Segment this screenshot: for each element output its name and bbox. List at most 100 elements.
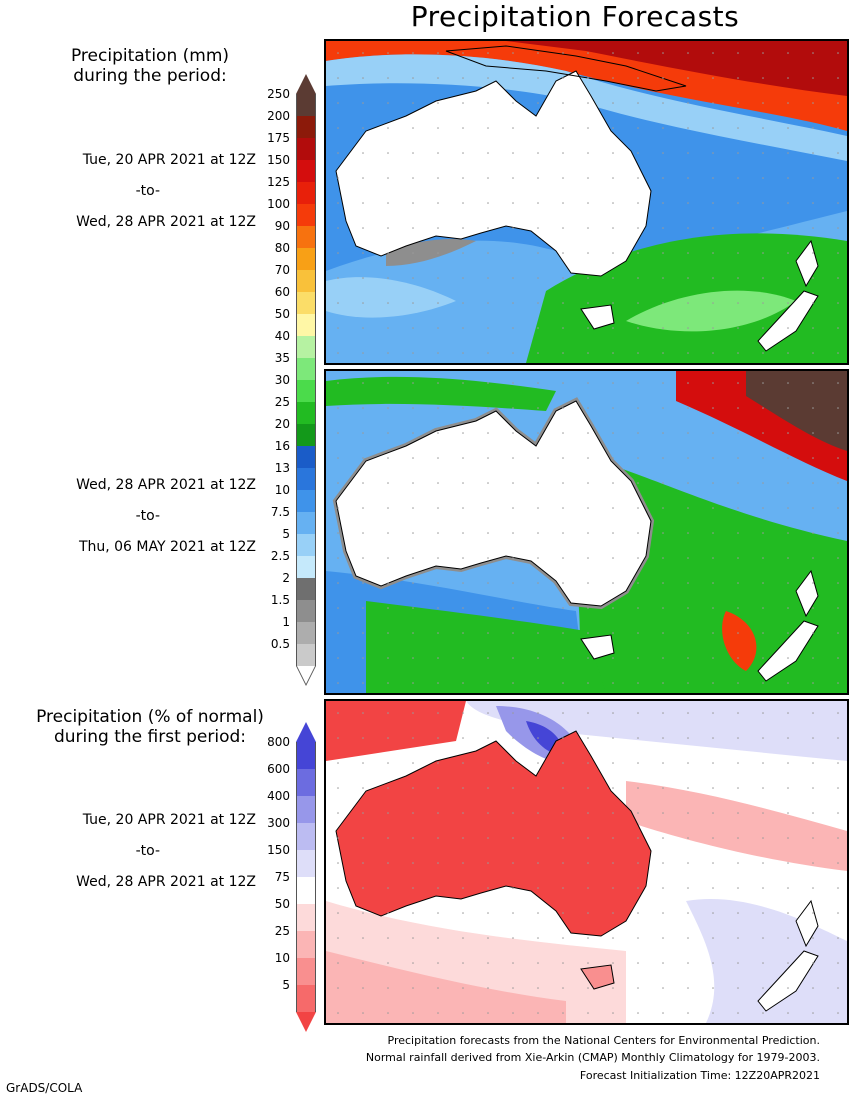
mm-colorbar-swatch <box>296 160 316 182</box>
mm-colorbar-label: 2 <box>282 571 290 585</box>
mm-colorbar-swatch <box>296 534 316 556</box>
mm-colorbar-label: 13 <box>274 461 290 475</box>
pct-colorbar-label: 10 <box>274 951 290 965</box>
pct-colorbar-label: 150 <box>267 843 290 857</box>
map-period2 <box>326 371 847 693</box>
mm-colorbar-swatch <box>296 292 316 314</box>
pct-legend-title-line2: during the first period: <box>53 727 247 747</box>
grid-dots <box>326 371 847 693</box>
mm-colorbar-label: 1 <box>282 615 290 629</box>
mm-colorbar-label: 7.5 <box>270 505 290 519</box>
pct-colorbar-swatch <box>296 877 316 904</box>
mm-colorbar-label: 125 <box>267 175 290 189</box>
mm-colorbar-label: 100 <box>267 197 290 211</box>
mm-colorbar-swatch <box>296 204 316 226</box>
mm-colorbar-swatch <box>296 490 316 512</box>
pct-colorbar-top-arrow <box>296 722 316 742</box>
mm-colorbar-label: 5 <box>282 527 290 541</box>
credit-label: GrADS/COLA <box>6 1081 83 1095</box>
period1-to: -to- <box>135 183 160 199</box>
pct-colorbar-label: 75 <box>274 870 290 884</box>
mm-colorbar-label: 70 <box>274 263 290 277</box>
period3-text: Tue, 20 APR 2021 at 12Z -to- Wed, 28 APR… <box>0 813 256 889</box>
mm-colorbar-label: 1.5 <box>270 593 290 607</box>
period2-to: -to- <box>135 508 160 524</box>
pct-colorbar-label: 25 <box>274 924 290 938</box>
period2-text: Wed, 28 APR 2021 at 12Z -to- Thu, 06 MAY… <box>0 478 256 554</box>
map-panel-percent-normal <box>324 699 849 1025</box>
mm-colorbar-label: 250 <box>267 87 290 101</box>
map-panel-period2 <box>324 369 849 695</box>
pct-colorbar-label: 50 <box>274 897 290 911</box>
mm-colorbar-label: 150 <box>267 153 290 167</box>
mm-colorbar-label: 2.5 <box>270 549 290 563</box>
mm-legend-title: Precipitation (mm) during the period: <box>40 46 260 86</box>
pct-colorbar-swatch <box>296 850 316 877</box>
mm-colorbar-swatch <box>296 314 316 336</box>
mm-colorbar-swatch <box>296 226 316 248</box>
grid-dots <box>326 701 847 1023</box>
mm-colorbar-swatch <box>296 556 316 578</box>
page-title: Precipitation Forecasts <box>410 0 740 33</box>
mm-colorbar-swatch <box>296 380 316 402</box>
pct-colorbar-swatch <box>296 985 316 1012</box>
mm-colorbar-label: 60 <box>274 285 290 299</box>
period2-start: Wed, 28 APR 2021 at 12Z <box>76 477 256 493</box>
mm-legend-title-line2: during the period: <box>73 66 227 86</box>
mm-colorbar-swatch <box>296 248 316 270</box>
mm-colorbar-swatch <box>296 446 316 468</box>
mm-colorbar-swatch <box>296 402 316 424</box>
period3-to: -to- <box>135 843 160 859</box>
mm-colorbar-swatch <box>296 270 316 292</box>
mm-colorbar-swatch <box>296 578 316 600</box>
period3-start: Tue, 20 APR 2021 at 12Z <box>82 812 256 828</box>
period1-end: Wed, 28 APR 2021 at 12Z <box>76 214 256 230</box>
mm-colorbar-label: 25 <box>274 395 290 409</box>
mm-colorbar-label: 50 <box>274 307 290 321</box>
pct-colorbar-bottom-arrow <box>296 1012 316 1032</box>
pct-colorbar-swatch <box>296 769 316 796</box>
mm-colorbar-swatch <box>296 358 316 380</box>
footer-line3: Forecast Initialization Time: 12Z20APR20… <box>579 1069 820 1082</box>
mm-colorbar-swatch <box>296 182 316 204</box>
mm-colorbar-swatch <box>296 138 316 160</box>
mm-colorbar-swatch <box>296 600 316 622</box>
pct-colorbar-swatch <box>296 931 316 958</box>
period2-end: Thu, 06 MAY 2021 at 12Z <box>78 539 256 555</box>
mm-colorbar-swatch <box>296 336 316 358</box>
pct-legend-title: Precipitation (% of normal) during the f… <box>14 707 286 747</box>
pct-colorbar-swatch <box>296 958 316 985</box>
mm-colorbar-swatch <box>296 424 316 446</box>
map-period1 <box>326 41 847 363</box>
mm-colorbar-label: 30 <box>274 373 290 387</box>
mm-legend-title-line1: Precipitation (mm) <box>70 46 230 66</box>
mm-colorbar-swatch <box>296 116 316 138</box>
map-percent-normal <box>326 701 847 1023</box>
mm-colorbar-swatch <box>296 622 316 644</box>
grid-dots <box>326 41 847 363</box>
pct-colorbar-label: 400 <box>267 789 290 803</box>
mm-colorbar-swatch <box>296 468 316 490</box>
mm-colorbar-label: 80 <box>274 241 290 255</box>
pct-legend-title-line1: Precipitation (% of normal) <box>36 707 264 727</box>
pct-colorbar-label: 800 <box>267 735 290 749</box>
mm-colorbar-label: 90 <box>274 219 290 233</box>
pct-colorbar-label: 5 <box>282 978 290 992</box>
period1-start: Tue, 20 APR 2021 at 12Z <box>82 152 256 168</box>
mm-colorbar-bottom-arrow-fill <box>297 666 315 684</box>
pct-colorbar-swatch <box>296 904 316 931</box>
mm-colorbar-swatch <box>296 512 316 534</box>
pct-colorbar-swatch <box>296 823 316 850</box>
map-panel-period1 <box>324 39 849 365</box>
mm-colorbar-label: 16 <box>274 439 290 453</box>
mm-colorbar-swatch <box>296 94 316 116</box>
footer-line2: Normal rainfall derived from Xie-Arkin (… <box>365 1051 820 1064</box>
pct-colorbar-label: 600 <box>267 762 290 776</box>
mm-colorbar-label: 0.5 <box>270 637 290 651</box>
mm-colorbar-top-arrow <box>296 74 316 94</box>
footer-line1: Precipitation forecasts from the Nationa… <box>387 1034 821 1047</box>
period1-text: Tue, 20 APR 2021 at 12Z -to- Wed, 28 APR… <box>0 153 256 229</box>
pct-colorbar-swatch <box>296 742 316 769</box>
mm-colorbar-label: 35 <box>274 351 290 365</box>
mm-colorbar-label: 175 <box>267 131 290 145</box>
